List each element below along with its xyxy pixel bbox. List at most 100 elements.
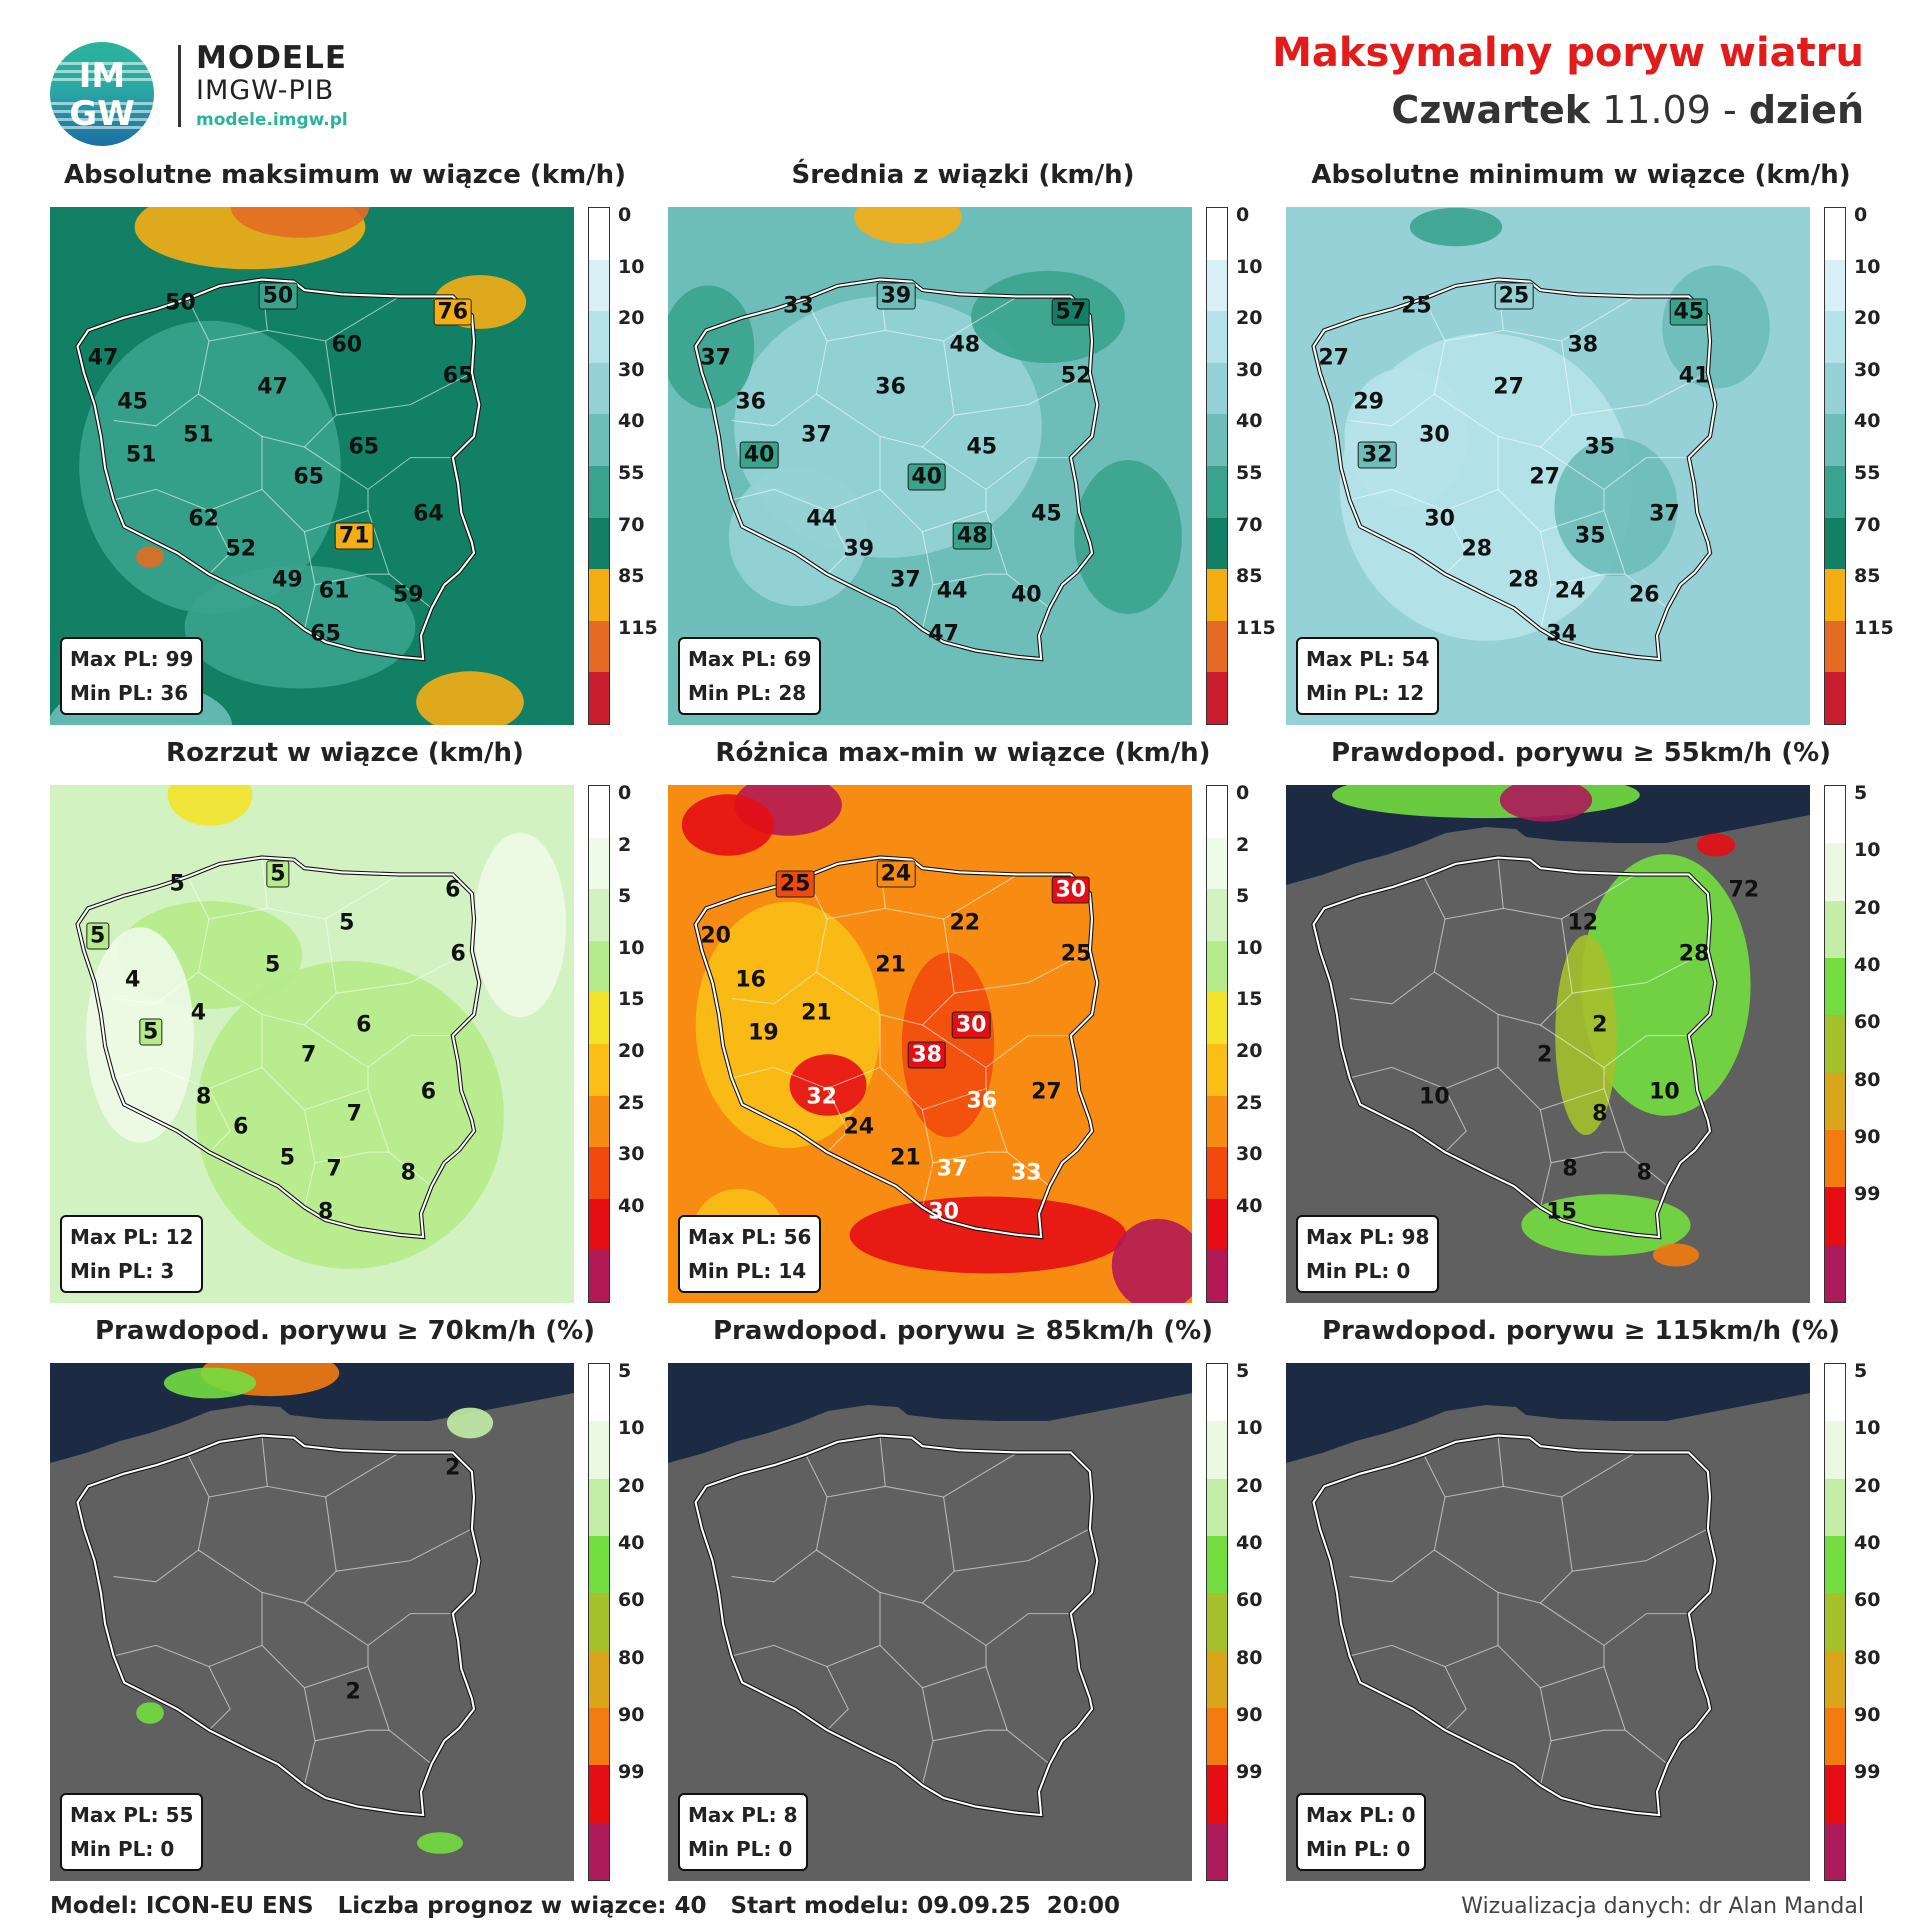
- colorbar-segment: [1825, 1244, 1845, 1302]
- logo-divider: [178, 45, 181, 127]
- map-value: 2: [445, 1455, 461, 1481]
- map-value: 45: [1669, 298, 1709, 326]
- colorbar-segment: [589, 1822, 609, 1880]
- map-value: 48: [952, 522, 992, 550]
- colorbar-segment: [1207, 672, 1227, 724]
- colorbar-segment: [589, 837, 609, 890]
- map-value: 40: [1010, 582, 1042, 608]
- colorbar-segment: [1207, 208, 1227, 260]
- colorbar-segment: [589, 1043, 609, 1096]
- min-pl: Min PL: 12: [1306, 681, 1425, 705]
- map-value: 38: [907, 1041, 946, 1069]
- voivodeship-border-9: [826, 1666, 849, 1731]
- colorbar-segment: [1825, 1822, 1845, 1880]
- panel-title: Średnia z wiązki (km/h): [791, 160, 1135, 190]
- colorbar-segment: [1825, 1478, 1845, 1536]
- voivodeship-border-8: [879, 1067, 987, 1111]
- min-pl: Min PL: 0: [688, 1837, 793, 1861]
- forecast-map: Max PL: 8 Min PL: 0: [668, 1363, 1192, 1881]
- map-value: 61: [318, 578, 350, 604]
- map-value: 60: [331, 332, 363, 358]
- field-patch-5: [1409, 207, 1503, 247]
- map-value: 28: [1508, 567, 1539, 592]
- colorbar-segment: [1207, 414, 1227, 466]
- colorbar-tick: 80: [1236, 1646, 1263, 1669]
- map-value: 10: [1649, 1079, 1680, 1105]
- colorbar-tick: 20: [618, 307, 645, 330]
- max-pl: Max PL: 56: [688, 1225, 812, 1249]
- colorbar-tick: 20: [618, 1474, 645, 1497]
- map-value: 30: [1424, 506, 1455, 532]
- colorbar: [588, 785, 610, 1303]
- colorbar-segment: [589, 569, 609, 621]
- field-patch-4: [136, 1702, 164, 1724]
- pl-stats-box: Max PL: 12 Min PL: 3: [60, 1215, 204, 1293]
- map-value: 30: [1419, 422, 1450, 448]
- map-value: 40: [907, 463, 946, 491]
- field-patch-6: [1521, 1194, 1691, 1256]
- field-patch-1: [196, 961, 504, 1269]
- voivodeship-border-1: [731, 1454, 828, 1583]
- colorbar-segment: [1207, 1198, 1227, 1251]
- colorbar-segment: [1825, 1535, 1845, 1594]
- voivodeship-border-5: [1572, 950, 1709, 994]
- map-value: 33: [1010, 1160, 1042, 1186]
- colorbar: [1206, 1363, 1228, 1881]
- pl-stats-box: Max PL: 99 Min PL: 36: [60, 637, 204, 715]
- colorbar-tick: 20: [1854, 307, 1881, 330]
- map-value: 28: [1461, 536, 1493, 562]
- colorbar-tick: 40: [1854, 410, 1881, 433]
- map-value: 21: [890, 1145, 921, 1170]
- voivodeship-border-8: [879, 489, 987, 533]
- map-value: 4: [125, 967, 141, 993]
- map-panel-3: Absolutne minimum w wiązce (km/h) 25 25 45 2…: [1286, 160, 1894, 740]
- colorbar-segment: [589, 992, 609, 1044]
- colorbar-tick: 115: [618, 616, 658, 639]
- map-value: 25: [1401, 293, 1432, 319]
- ensemble-size: Liczba prognoz w wiązce: 40: [337, 1893, 707, 1919]
- forecast-map: 5 5 6 5 5 4 5 6 5 4 6 7 8 6 6 7 5 7 8 8 Max PL: 12 Min PL: 3: [50, 785, 574, 1303]
- brand-url[interactable]: modele.imgw.pl: [196, 110, 348, 130]
- map-value: 5: [279, 1145, 296, 1170]
- voivodeship-border-9: [208, 1666, 231, 1731]
- map-value: 30: [928, 1199, 959, 1225]
- map-value: 21: [801, 1000, 832, 1026]
- map-value: 5: [266, 860, 290, 888]
- map-value: 37: [936, 1156, 968, 1182]
- map-value: 47: [928, 621, 959, 647]
- map-value: 57: [1051, 298, 1091, 326]
- min-pl: Min PL: 0: [70, 1837, 175, 1861]
- voivodeship-border-12: [932, 1151, 1008, 1164]
- map-value: 34: [1546, 621, 1577, 647]
- borders: [693, 1433, 1100, 1818]
- colorbar-tick: 20: [1236, 1040, 1263, 1062]
- panel-title: Prawdopod. porywu ≥ 55km/h (%): [1330, 738, 1832, 768]
- colorbar-tick: 5: [1854, 782, 1868, 804]
- colorbar-segment: [1825, 1364, 1845, 1422]
- field-patch-5: [854, 207, 962, 244]
- field-patch-5: [1696, 833, 1736, 857]
- colorbar-tick: 70: [1236, 513, 1263, 536]
- max-pl: Max PL: 69: [688, 647, 812, 671]
- colorbar-segment: [1207, 1421, 1227, 1479]
- colorbar-segment: [589, 1198, 609, 1251]
- map-value: 36: [735, 389, 766, 415]
- poland-border: [1312, 1434, 1717, 1817]
- map-value: 44: [936, 578, 968, 604]
- map-value: 7: [346, 1101, 362, 1127]
- colorbar: [588, 207, 610, 725]
- colorbar-segment: [589, 1095, 609, 1148]
- colorbar-tick: 10: [618, 1417, 645, 1440]
- map-value: 30: [951, 1011, 991, 1039]
- map-panel-5: Różnica max-min w wiązce (km/h) 25 24 30 20 2…: [668, 738, 1262, 1318]
- colorbar-tick: 10: [1854, 255, 1881, 278]
- voivodeship-border-4: [816, 1496, 955, 1604]
- voivodeship-border-9: [826, 1088, 849, 1153]
- max-pl: Max PL: 54: [1306, 647, 1430, 671]
- min-pl: Min PL: 36: [70, 681, 189, 705]
- colorbar: [1824, 207, 1846, 725]
- map-value: 24: [1554, 578, 1586, 604]
- colorbar-tick: 20: [1236, 307, 1263, 330]
- colorbar-tick: 10: [1236, 255, 1263, 278]
- voivodeship-border-5: [954, 950, 1091, 994]
